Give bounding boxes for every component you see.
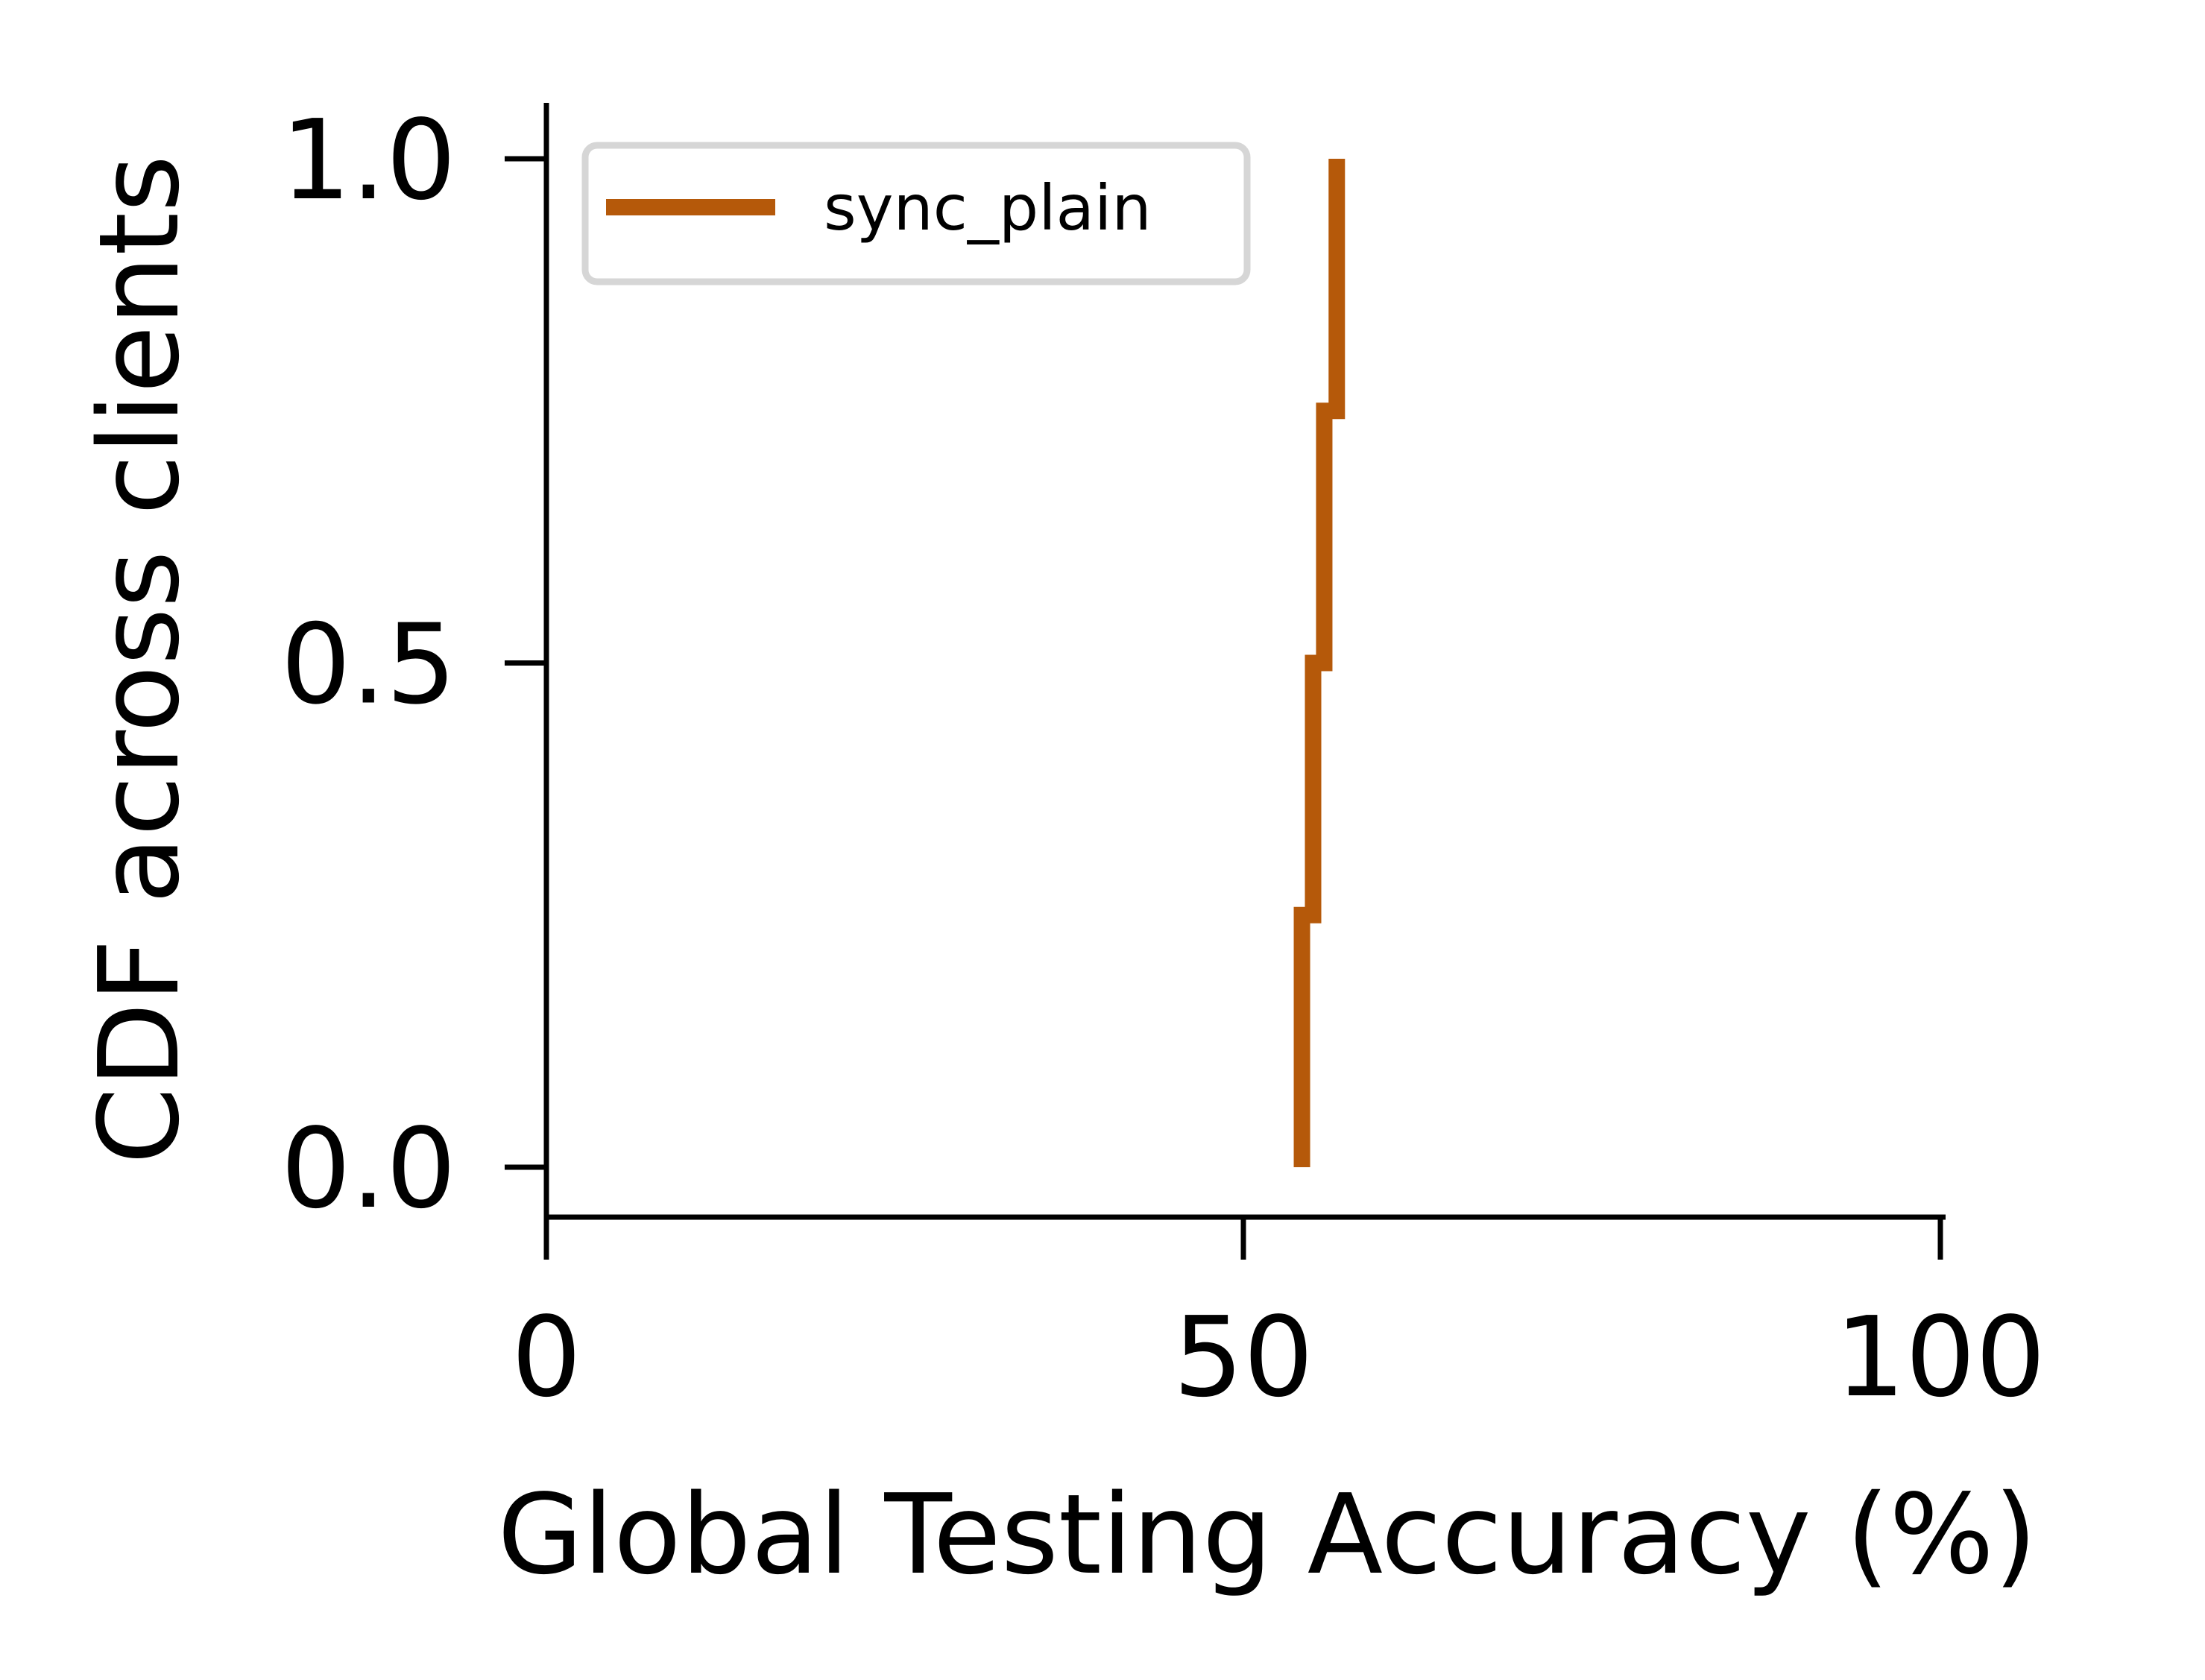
legend: sync_plain [581,142,1251,285]
y-tick-label: 1.0 [281,96,456,224]
x-tick-label: 100 [1835,1293,2046,1421]
y-axis-title: CDF across clients [75,155,204,1165]
ticks: 0 50 100 0.0 0.5 1.0 [281,96,2046,1421]
series [1293,159,1346,1167]
axis-titles: Global Testing Accuracy (%) CDF across c… [75,155,2037,1599]
x-tick-label: 50 [1173,1293,1313,1421]
legend-label-sync-plain: sync_plain [824,171,1152,244]
x-axis-title: Global Testing Accuracy (%) [497,1471,2037,1599]
x-tick-label: 0 [511,1293,581,1421]
y-tick-label: 0.5 [281,601,456,729]
series-line-sync-plain [1293,159,1346,1167]
legend-box [581,142,1251,285]
y-tick-label: 0.0 [281,1105,456,1233]
